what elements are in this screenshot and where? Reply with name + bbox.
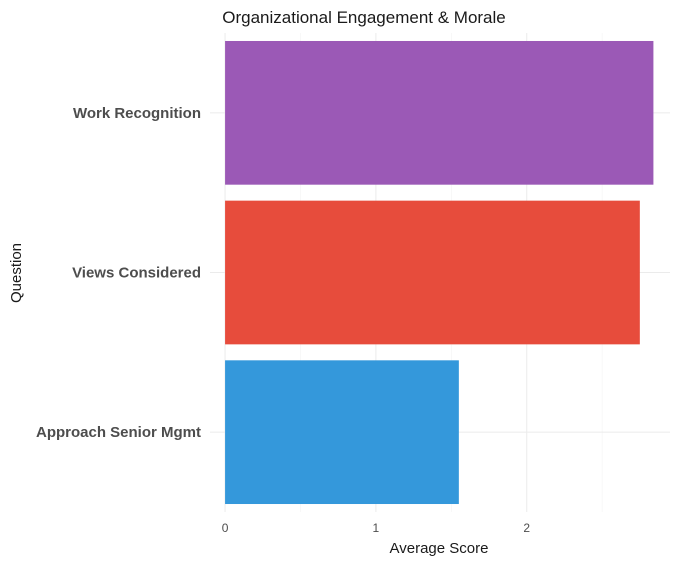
- bars: [225, 40, 654, 505]
- bar: [225, 360, 459, 505]
- y-axis-title: Question: [8, 243, 25, 303]
- category-label: Work Recognition: [73, 105, 201, 122]
- x-tick-label: 2: [523, 521, 530, 535]
- chart-title: Organizational Engagement & Morale: [222, 8, 506, 27]
- x-tick-labels: 0 1 2: [222, 521, 531, 535]
- category-label: Views Considered: [72, 265, 201, 282]
- bar: [225, 200, 640, 345]
- x-axis-title: Average Score: [390, 540, 489, 557]
- x-tick-label: 0: [222, 521, 229, 535]
- category-labels: Work Recognition Views Considered Approach…: [36, 105, 201, 441]
- bar: [225, 40, 654, 185]
- category-label: Approach Senior Mgmt: [36, 424, 201, 441]
- x-tick-label: 1: [373, 521, 380, 535]
